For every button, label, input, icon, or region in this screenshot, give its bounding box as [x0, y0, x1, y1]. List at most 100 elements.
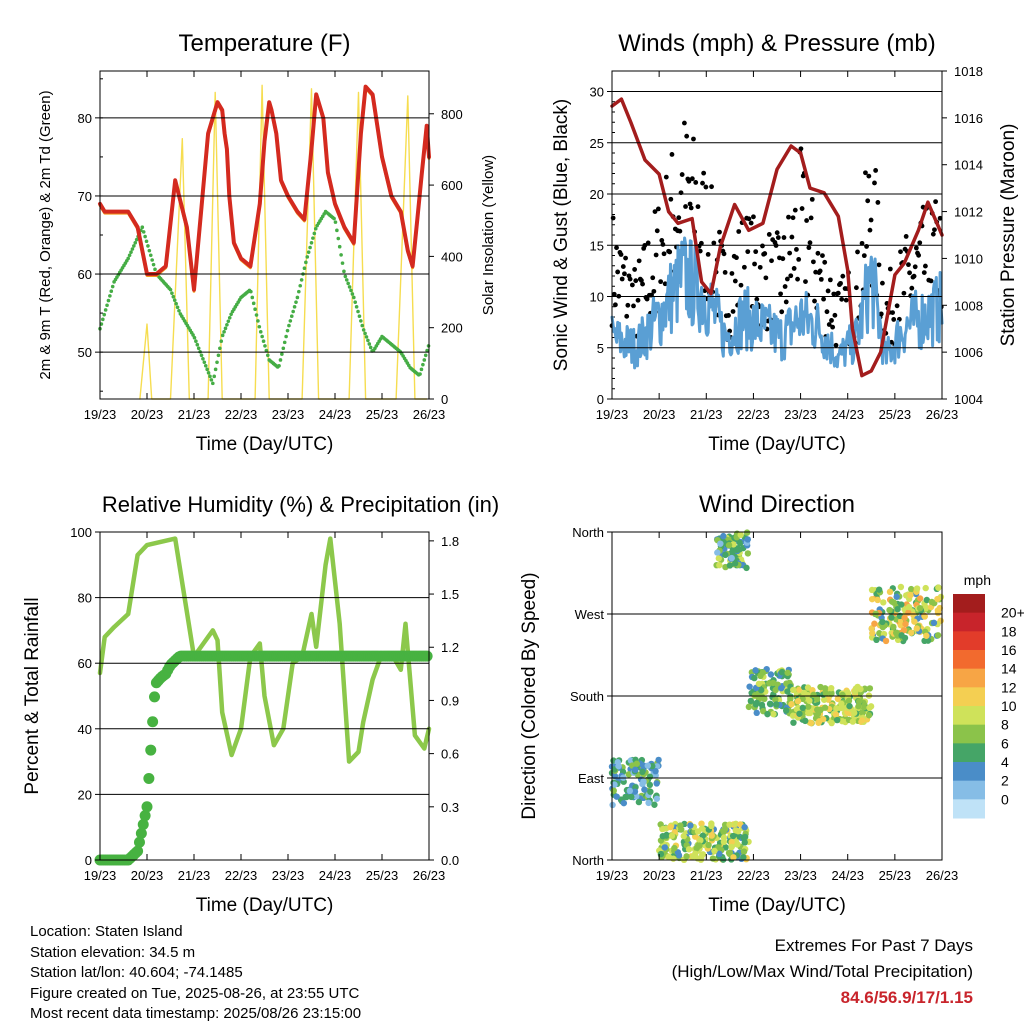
- winds-xtick-label: 22/23: [737, 407, 770, 422]
- direction-point: [640, 778, 647, 785]
- gust-point: [635, 297, 641, 303]
- dewpoint-point: [336, 236, 341, 241]
- direction-xtick-label: 21/23: [690, 868, 723, 883]
- station-location: Location: Staten Island: [30, 923, 183, 940]
- direction-point: [928, 598, 936, 606]
- direction-point: [897, 583, 905, 591]
- direction-point: [827, 684, 835, 692]
- humidity-xtick-label: 19/23: [84, 868, 117, 883]
- direction-point: [828, 690, 835, 697]
- dewpoint-point: [143, 234, 147, 239]
- gust-point: [840, 273, 846, 279]
- dewpoint-point: [106, 298, 111, 303]
- gust-point: [831, 291, 837, 297]
- dewpoint-point: [144, 239, 149, 244]
- direction-point: [735, 828, 742, 835]
- direction-point: [708, 822, 715, 830]
- dewpoint-point: [342, 269, 346, 274]
- direction-point: [737, 531, 744, 539]
- direction-point: [778, 684, 785, 692]
- gust-point: [788, 273, 794, 279]
- dewpoint-point: [308, 245, 312, 250]
- direction-point: [659, 825, 667, 833]
- gust-point: [629, 282, 635, 288]
- dewpoint-point: [222, 330, 226, 334]
- gust-point: [645, 240, 651, 246]
- direction-point: [651, 801, 658, 808]
- gust-point: [644, 296, 650, 302]
- gust-point: [806, 245, 812, 251]
- direction-point: [717, 540, 724, 547]
- gust-point: [652, 209, 658, 214]
- colorbar-label: 20+: [1001, 605, 1024, 621]
- direction-point: [813, 695, 821, 703]
- precip-point: [139, 810, 151, 822]
- gust-point: [653, 252, 659, 258]
- dewpoint-point: [172, 298, 177, 303]
- gust-point: [878, 311, 884, 317]
- gust-point: [826, 322, 832, 327]
- dewpoint-point: [291, 309, 295, 314]
- gust-point: [774, 230, 780, 236]
- gust-point: [917, 240, 923, 246]
- direction-point: [816, 718, 823, 725]
- gust-point: [786, 214, 791, 220]
- direction-ytick-label: West: [575, 607, 605, 622]
- gust-point: [701, 170, 707, 176]
- direction-point: [720, 834, 728, 841]
- extremes-title: Extremes For Past 7 Days: [774, 936, 973, 955]
- dewpoint-point: [126, 256, 130, 261]
- gust-point: [633, 278, 639, 284]
- temperature-ytick-label: 80: [78, 111, 92, 126]
- gust-point: [781, 235, 787, 240]
- gust-point: [732, 278, 738, 284]
- dewpoint-point: [285, 328, 290, 333]
- direction-point: [839, 704, 846, 711]
- dewpoint-point: [147, 248, 152, 253]
- winds-y2tick-label: 1014: [954, 158, 983, 173]
- dewpoint-point: [421, 362, 425, 367]
- precip-point: [143, 772, 155, 784]
- direction-point: [731, 560, 739, 567]
- gust-point: [794, 247, 799, 252]
- temp-2m-line: [98, 84, 431, 292]
- gust-point: [610, 215, 616, 221]
- dewpoint-point: [332, 216, 336, 221]
- gust-point: [745, 249, 751, 255]
- dewpoint-point: [208, 374, 212, 379]
- dewpoint-point: [288, 319, 293, 323]
- gust-point: [757, 264, 763, 270]
- gust-point: [930, 231, 936, 237]
- gust-point: [753, 249, 759, 255]
- temperature-xtick-label: 23/23: [272, 407, 305, 422]
- direction-point: [922, 584, 929, 592]
- direction-point: [921, 613, 928, 620]
- dewpoint-point: [422, 358, 427, 362]
- winds-y2tick-label: 1006: [954, 345, 983, 360]
- gust-point: [824, 309, 830, 315]
- direction-point: [726, 562, 734, 569]
- dewpoint-point: [305, 255, 310, 259]
- dewpoint-point: [284, 334, 288, 339]
- dewpoint-point: [364, 335, 369, 339]
- gust-point: [887, 266, 893, 272]
- gust-point: [855, 249, 860, 255]
- humidity-xtick-label: 20/23: [131, 868, 164, 883]
- gust-point: [784, 276, 790, 282]
- direction-point: [857, 685, 864, 693]
- gust-point: [684, 133, 690, 139]
- dewpoint-point: [202, 360, 207, 365]
- dewpoint-point: [195, 342, 200, 347]
- direction-point: [894, 605, 901, 613]
- humidity-ytick-label: 40: [78, 722, 92, 737]
- humidity-xtick-label: 23/23: [272, 868, 305, 883]
- gust-point: [636, 258, 642, 264]
- direction-point: [770, 710, 777, 718]
- direction-point: [609, 801, 616, 809]
- direction-point: [817, 683, 824, 691]
- direction-point: [766, 700, 774, 708]
- gust-point: [663, 174, 669, 180]
- gust-point: [660, 242, 666, 247]
- direction-point: [879, 618, 886, 626]
- winds-plot-frame: [611, 70, 943, 400]
